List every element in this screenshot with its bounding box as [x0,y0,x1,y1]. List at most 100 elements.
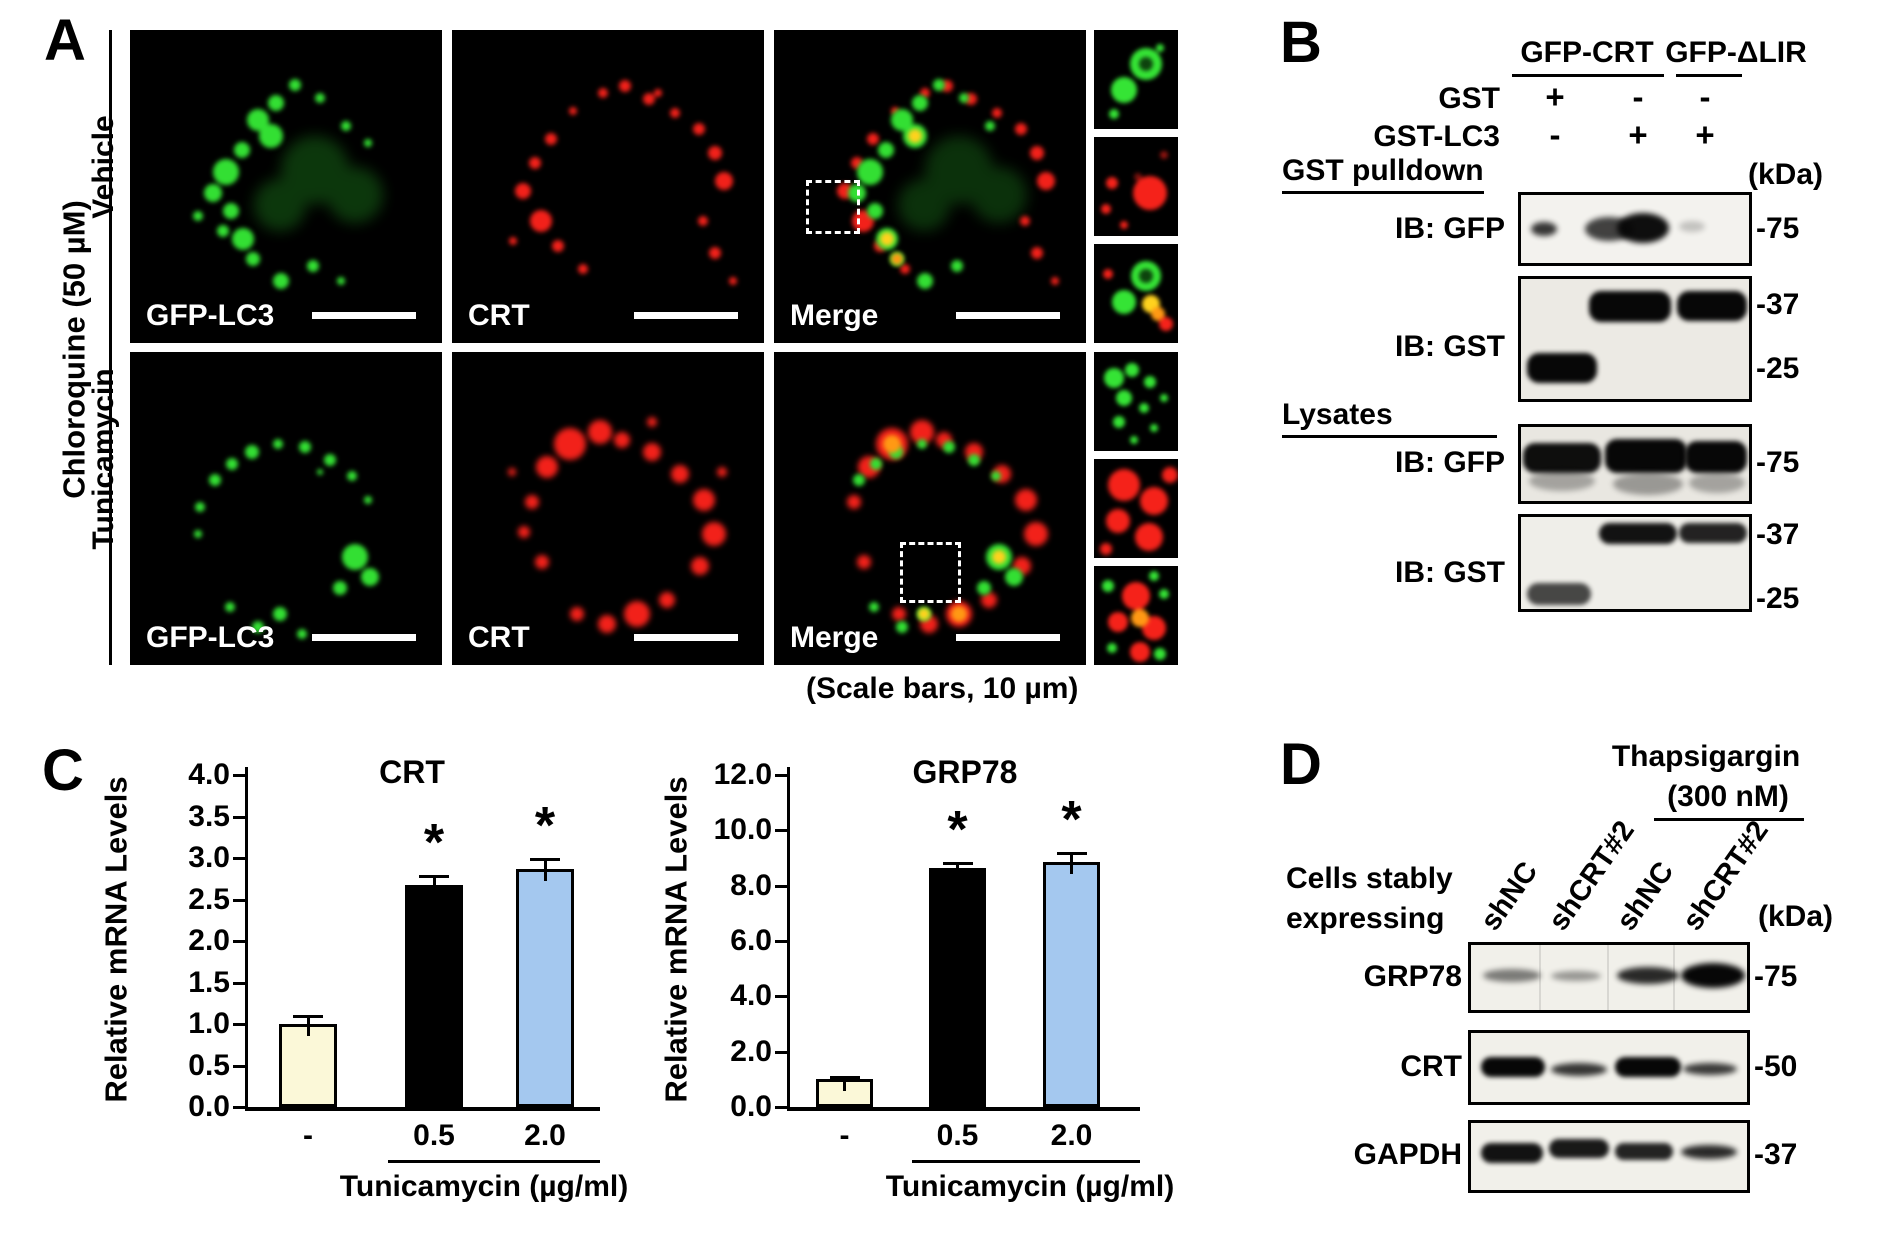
micrograph-vehicle-gfp-lc3: GFP-LC3 [130,30,442,343]
zoom-region-box [806,180,860,234]
mw-marker: -37 [1756,518,1800,551]
lane-symbol: + [1695,116,1715,153]
mw-marker: -75 [1756,212,1800,245]
panel-a-bracket-line [109,30,112,665]
fluorescence-image-green [194,439,379,639]
group-header-gfp-dlir: GFP-ΔLIR [1665,36,1807,69]
y-tick-label: 1.0 [188,1007,230,1040]
y-tick-label: 10.0 [713,813,772,847]
error-bar-stem [1070,853,1073,875]
condition-label-gst-lc3: GST-LC3 [1373,120,1500,153]
protein-label: GRP78 [1363,960,1462,993]
inset-vehicle-green-zoom [1094,30,1178,129]
micrograph-tunicamycin-crt: CRT [452,352,764,665]
error-bar-cap [293,1014,323,1018]
channel-label: Merge [790,299,879,332]
blot-pulldown-ib-gst [1518,276,1752,402]
y-tick-label: 2.5 [188,882,230,916]
panel-d-letter: D [1280,732,1322,797]
fluorescence-image-merge [837,79,1059,289]
fluorescence-image-merge [847,420,1048,633]
antibody-label: IB: GFP [1395,446,1505,479]
group-header-gfp-crt: GFP-CRT [1520,36,1654,69]
y-tick-label: 3.0 [188,841,230,874]
kda-units-label: (kDa) [1758,900,1834,933]
y-tick [775,884,787,888]
treatment-name: Thapsigargin [1611,740,1801,773]
fluorescence-image-green [193,79,383,289]
bar-0 [279,1024,337,1107]
error-bar-stem [432,877,436,898]
y-tick [775,829,787,833]
protein-label: GAPDH [1353,1138,1462,1171]
blot-artifact [1539,945,1541,1010]
mw-marker: -75 [1754,960,1798,993]
error-bar-cap [829,1075,860,1079]
protein-band [1613,473,1683,495]
protein-band [1679,523,1747,543]
blot-gapdh [1468,1120,1750,1193]
x-axis [245,1107,600,1111]
y-tick-label: 8.0 [730,868,772,902]
group-underline-gfp-dlir [1676,74,1742,77]
inset-tunicamycin-merge-zoom [1094,566,1178,665]
y-tick [775,774,787,777]
y-tick [775,940,787,943]
x-group-underline [388,1160,600,1163]
error-bar-stem [543,860,547,881]
y-tick [233,1064,245,1068]
blot-grp78 [1468,942,1750,1013]
x-tick-label: - [839,1119,850,1152]
scale-bar [312,312,416,319]
protein-band [1615,1057,1681,1077]
fluorescence-image-red [508,417,727,633]
lane-symbol: - [1632,78,1644,115]
antibody-label: IB: GST [1395,556,1505,589]
inset-vehicle-merge-zoom [1094,244,1178,343]
section-label-lysates: Lysates [1282,398,1497,438]
mw-marker: -37 [1756,288,1800,321]
micrograph-tunicamycin-merge: Merge [774,352,1086,665]
error-bar-stem [956,863,959,880]
bar-2 [1043,862,1100,1107]
error-bar-cap [1056,851,1087,855]
y-tick [233,898,245,902]
y-tick [233,857,245,860]
protein-band [1527,353,1597,383]
antibody-label: IB: GFP [1395,212,1505,245]
scale-bar [634,312,738,319]
section-label-gst-pulldown: GST pulldown [1282,154,1484,194]
y-tick [233,1023,245,1026]
y-tick-label: 4.0 [188,758,230,791]
lane-symbol: - [1549,116,1561,153]
y-tick-label: 3.5 [188,799,230,833]
y-tick [233,981,245,985]
lane-symbol: - [1699,78,1711,115]
protein-band [1551,971,1601,981]
x-tick-label: 0.5 [936,1119,979,1152]
protein-band [1685,441,1747,473]
y-tick-label: 6.0 [730,924,772,957]
y-tick-label: 2.0 [730,1034,772,1068]
x-axis [787,1107,1140,1111]
protein-band [1677,291,1747,321]
significance-asterisk: * [534,797,556,856]
y-tick-label: 0.0 [188,1090,230,1123]
protein-band [1679,221,1705,232]
protein-band [1481,1057,1545,1077]
chart-title: GRP78 [912,754,1018,790]
treatment-underline [1654,818,1804,821]
error-bar-stem [306,1016,310,1036]
protein-band [1483,969,1541,982]
panel-a-letter: A [44,8,86,73]
channel-label: Merge [790,621,879,654]
blot-artifact [1607,945,1609,1010]
scale-bar [956,634,1060,641]
y-tick [775,1106,787,1109]
y-tick [775,995,787,999]
x-tick-label: 2.0 [524,1119,566,1152]
y-tick [233,1106,245,1109]
cells-label-line1: Cells stably [1286,862,1453,895]
bar-1 [405,885,463,1107]
